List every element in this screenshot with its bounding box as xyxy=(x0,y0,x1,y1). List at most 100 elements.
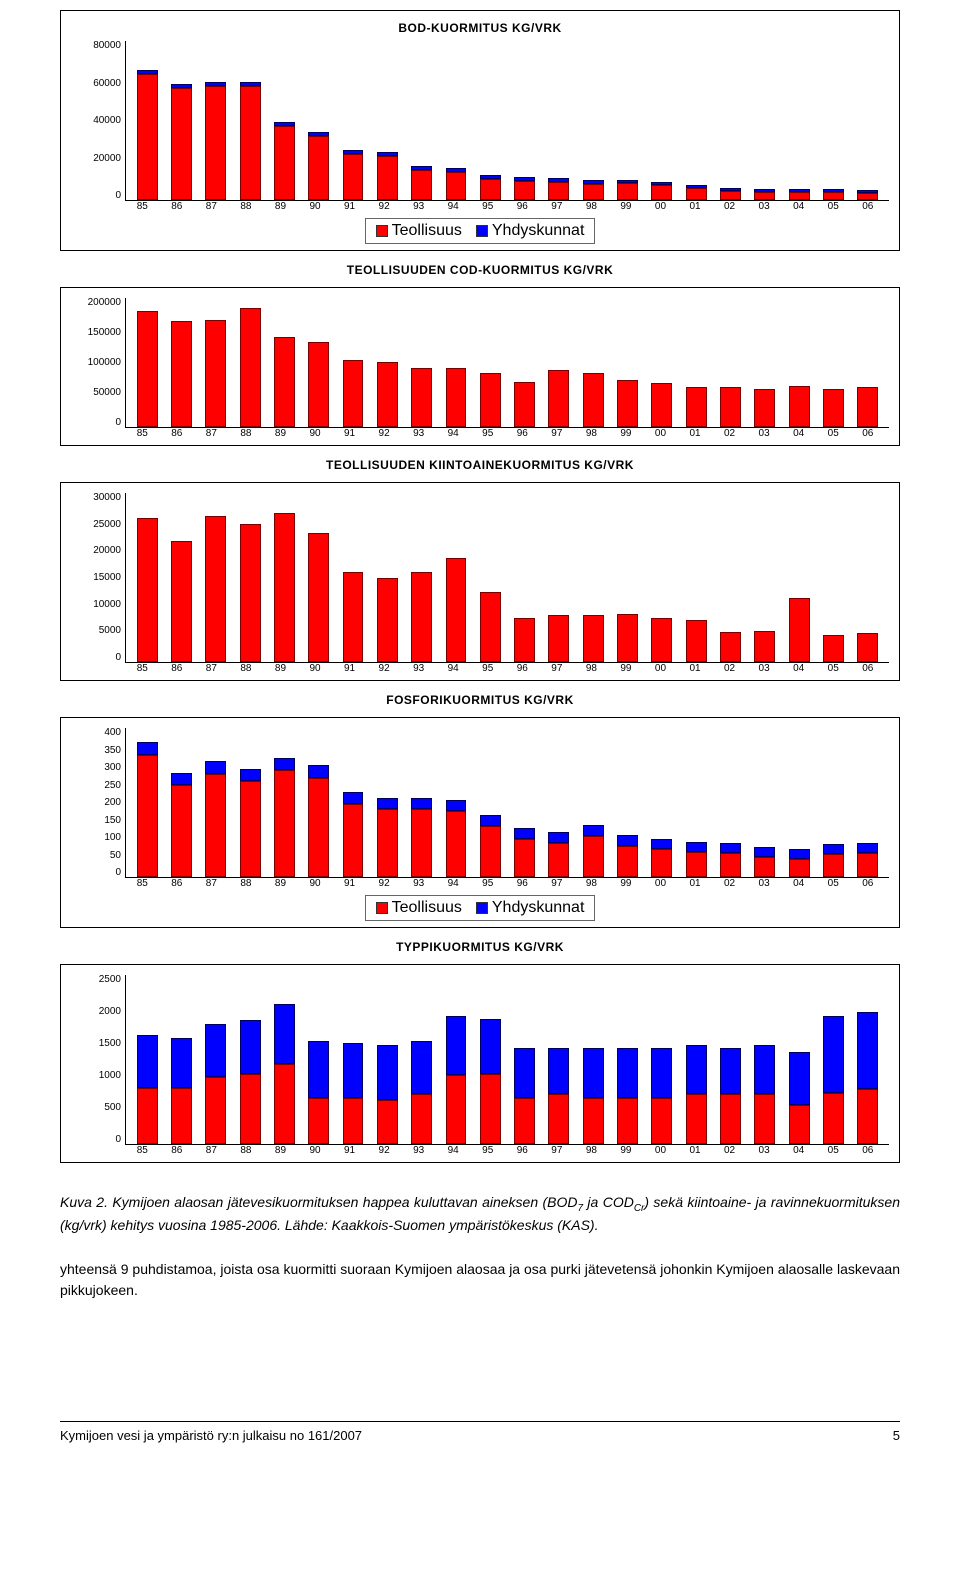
kiinto-xlabel: 86 xyxy=(160,663,195,674)
typpi-bar-89 xyxy=(267,1004,301,1144)
typpi-teollisuus-seg xyxy=(343,1098,364,1144)
typpi-yhdyskunnat-seg xyxy=(754,1045,775,1095)
cod-teollisuus-seg xyxy=(171,321,192,427)
fosfori-xlabel: 94 xyxy=(436,878,471,889)
bod-legend: TeollisuusYhdyskunnat xyxy=(365,218,596,244)
kiinto-bar-00 xyxy=(645,618,679,663)
typpi-xlabel: 93 xyxy=(401,1145,436,1156)
typpi-yhdyskunnat-seg xyxy=(514,1048,535,1098)
bod-xlabel: 02 xyxy=(712,201,747,212)
typpi-yhdyskunnat-seg xyxy=(583,1048,604,1098)
typpi-bar-90 xyxy=(302,1041,336,1144)
bod-teollisuus-seg xyxy=(137,74,158,200)
cod-ytick: 200000 xyxy=(88,298,121,308)
bod-xlabel: 87 xyxy=(194,201,229,212)
cod-xlabel: 99 xyxy=(609,428,644,439)
fosfori-xlabel: 89 xyxy=(263,878,298,889)
bod-xlabel: 88 xyxy=(229,201,264,212)
fosfori-ytick: 200 xyxy=(104,798,121,808)
fosfori-teollisuus-seg xyxy=(857,853,878,877)
caption-lead: Kuva 2. xyxy=(60,1194,108,1210)
fosfori-ytick: 350 xyxy=(104,746,121,756)
fosfori-ytick: 300 xyxy=(104,763,121,773)
legend-swatch-red xyxy=(376,225,388,237)
fosfori-bar-94 xyxy=(439,800,473,877)
cod-xlabel: 92 xyxy=(367,428,402,439)
typpi-teollisuus-seg xyxy=(240,1074,261,1144)
bod-teollisuus-seg xyxy=(411,170,432,200)
fosfori-yhdyskunnat-seg xyxy=(514,828,535,839)
cod-bar-97 xyxy=(542,370,576,427)
typpi-xlabel: 03 xyxy=(747,1145,782,1156)
cod-bar-92 xyxy=(370,362,404,427)
bod-teollisuus-seg xyxy=(343,154,364,200)
typpi-plot xyxy=(125,975,889,1145)
bod-xlabel: 04 xyxy=(781,201,816,212)
kiinto-teollisuus-seg xyxy=(343,572,364,662)
bod-bar-92 xyxy=(370,152,404,200)
bod-xlabel: 90 xyxy=(298,201,333,212)
fosfori-yhdyskunnat-seg xyxy=(411,798,432,810)
cod-xlabel: 89 xyxy=(263,428,298,439)
legend-teollisuus: Teollisuus xyxy=(376,899,462,917)
bod-xlabel: 85 xyxy=(125,201,160,212)
cod-teollisuus-seg xyxy=(548,370,569,427)
fosfori-bar-89 xyxy=(267,758,301,877)
typpi-bar-86 xyxy=(164,1038,198,1144)
bod-bar-94 xyxy=(439,168,473,200)
fosfori-yhdyskunnat-seg xyxy=(583,825,604,836)
cod-bar-88 xyxy=(233,308,267,427)
typpi-ytick: 0 xyxy=(115,1135,121,1145)
fosfori-teollisuus-seg xyxy=(514,839,535,877)
typpi-teollisuus-seg xyxy=(514,1098,535,1144)
bod-bar-01 xyxy=(679,185,713,200)
cod-teollisuus-seg xyxy=(754,389,775,427)
typpi-teollisuus-seg xyxy=(171,1088,192,1144)
legend-swatch-blue xyxy=(476,902,488,914)
typpi-yhdyskunnat-seg xyxy=(480,1019,501,1074)
fosfori-yhdyskunnat-seg xyxy=(205,761,226,774)
typpi-bar-98 xyxy=(576,1048,610,1144)
cod-xlabel: 94 xyxy=(436,428,471,439)
legend-label-yhdyskunnat: Yhdyskunnat xyxy=(492,899,585,917)
fosfori-teollisuus-seg xyxy=(754,857,775,877)
cod-xlabel: 88 xyxy=(229,428,264,439)
bod-teollisuus-seg xyxy=(548,182,569,200)
typpi-bar-96 xyxy=(507,1048,541,1144)
legend-label-teollisuus: Teollisuus xyxy=(392,222,462,240)
fosfori-ytick: 150 xyxy=(104,816,121,826)
fosfori-teollisuus-seg xyxy=(720,853,741,877)
typpi-teollisuus-seg xyxy=(583,1098,604,1144)
bod-teollisuus-seg xyxy=(823,192,844,200)
cod-bar-89 xyxy=(267,337,301,427)
typpi-xlabel: 00 xyxy=(643,1145,678,1156)
fosfori-xlabel: 06 xyxy=(850,878,885,889)
typpi-teollisuus-seg xyxy=(789,1105,810,1144)
cod-teollisuus-seg xyxy=(343,360,364,427)
body-paragraph: yhteensä 9 puhdistamoa, joista osa kuorm… xyxy=(60,1259,900,1301)
bod-teollisuus-seg xyxy=(240,86,261,200)
fosfori-bar-98 xyxy=(576,825,610,877)
cod-bar-90 xyxy=(302,342,336,427)
typpi-teollisuus-seg xyxy=(411,1094,432,1144)
typpi-bar-88 xyxy=(233,1020,267,1144)
typpi-teollisuus-seg xyxy=(377,1100,398,1144)
bod-xlabel: 05 xyxy=(816,201,851,212)
bod-bar-90 xyxy=(302,132,336,200)
fosfori-xlabel: 03 xyxy=(747,878,782,889)
fosfori-bar-00 xyxy=(645,839,679,878)
cod-teollisuus-seg xyxy=(240,308,261,427)
cod-bar-93 xyxy=(405,368,439,427)
cod-bar-85 xyxy=(130,311,164,427)
fosfori-bar-03 xyxy=(748,847,782,877)
typpi-teollisuus-seg xyxy=(857,1089,878,1144)
fosfori-teollisuus-seg xyxy=(274,770,295,877)
typpi-yhdyskunnat-seg xyxy=(205,1024,226,1077)
fosfori-bar-86 xyxy=(164,773,198,878)
bod-teollisuus-seg xyxy=(754,192,775,200)
kiinto-bar-06 xyxy=(851,633,885,662)
fosfori-teollisuus-seg xyxy=(480,826,501,877)
cod-ytick: 150000 xyxy=(88,328,121,338)
typpi-yhdyskunnat-seg xyxy=(343,1043,364,1098)
fosfori-bar-04 xyxy=(782,849,816,877)
